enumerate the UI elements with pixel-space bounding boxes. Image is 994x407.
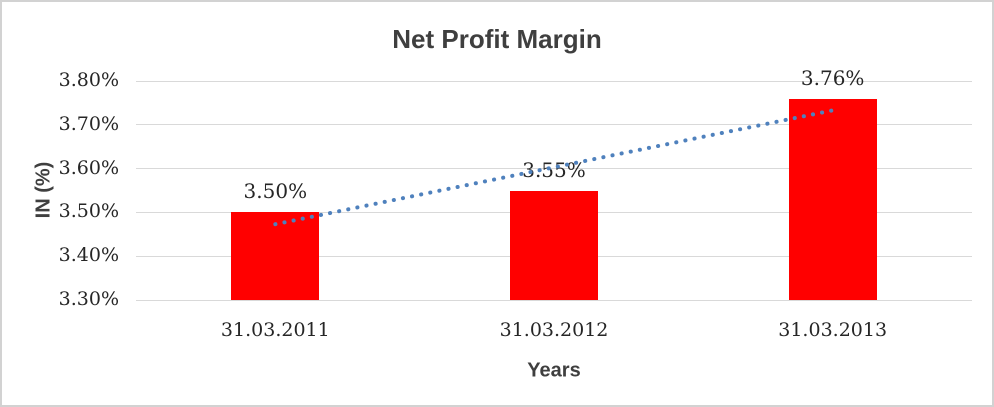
x-tick-label: 31.03.2012 <box>499 319 609 341</box>
y-tick-label: 3.30% <box>58 288 119 310</box>
y-tick-label: 3.60% <box>58 156 119 179</box>
gridline <box>136 299 972 301</box>
x-tick-label: 31.03.2013 <box>778 319 888 341</box>
y-tick-label: 3.80% <box>58 69 119 91</box>
bar-value-label: 3.50% <box>243 179 308 204</box>
bar-value-label: 3.55% <box>522 157 586 182</box>
bar-value-label: 3.76% <box>800 65 865 90</box>
x-tick-label: 31.03.2011 <box>220 319 330 341</box>
x-axis-title: Years <box>527 359 581 382</box>
bar <box>231 212 320 300</box>
y-tick-label: 3.70% <box>58 112 119 135</box>
y-tick-label: 3.40% <box>58 244 119 267</box>
bar <box>510 190 598 300</box>
chart-title: Net Profit Margin <box>392 24 602 54</box>
gridline <box>136 80 972 82</box>
y-tick-label: 3.50% <box>58 200 119 223</box>
bar <box>788 98 877 300</box>
